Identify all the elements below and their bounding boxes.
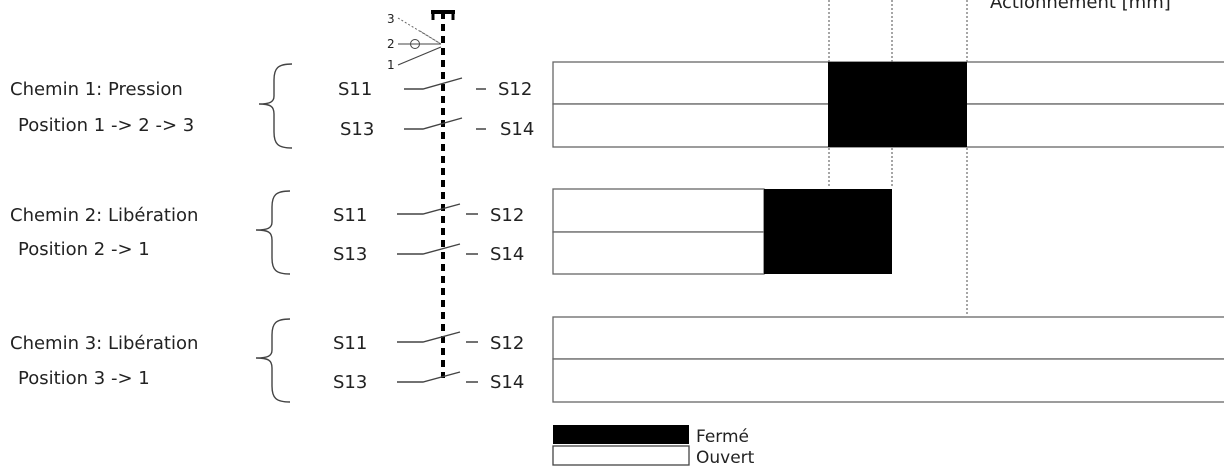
path-2-subtitle: Position 2 -> 1 <box>18 239 150 260</box>
position-1-leader <box>397 46 442 66</box>
position-mark-1: 1 <box>387 58 395 72</box>
path-2-contact-1-switch <box>397 203 478 215</box>
path-3-contact-1-open-bar <box>552 316 1224 360</box>
path-2-contact-1-from: S11 <box>333 205 367 226</box>
path-2-contact-1-to: S12 <box>490 205 524 226</box>
path-3-contact-2-to: S14 <box>490 372 524 393</box>
path-2-contact-1-open-bar <box>552 188 765 233</box>
path-2-closed-block <box>764 189 892 274</box>
path-1-contact-2-switch <box>404 117 486 130</box>
path-1-contact-2-to: S14 <box>500 119 534 140</box>
path-1-brace <box>258 63 293 149</box>
path-3-contact-2-open-bar <box>552 358 1224 403</box>
position-mark-2: 2 <box>387 37 395 51</box>
path-2-brace <box>255 190 291 275</box>
legend-open-swatch <box>552 445 690 466</box>
path-1-closed-block <box>828 62 967 147</box>
path-2-contact-2-open-bar <box>552 231 765 275</box>
path-3-contact-1-from: S11 <box>333 333 367 354</box>
path-2-contact-2-switch <box>397 243 478 255</box>
path-1-group: Chemin 1: Pression Position 1 -> 2 -> 3 … <box>10 61 1224 149</box>
path-3-group: Chemin 3: Libération Position 3 -> 1 S11… <box>10 316 1224 403</box>
path-2-contact-2-from: S13 <box>333 244 367 265</box>
path-1-contact-1-to: S12 <box>498 79 532 100</box>
path-3-subtitle: Position 3 -> 1 <box>18 368 150 389</box>
legend-open-label: Ouvert <box>696 448 755 468</box>
path-1-subtitle: Position 1 -> 2 -> 3 <box>18 115 194 136</box>
path-3-contact-1-to: S12 <box>490 333 524 354</box>
path-2-title: Chemin 2: Libération <box>10 205 198 226</box>
legend-closed-label: Fermé <box>696 427 749 447</box>
path-3-brace <box>255 318 291 403</box>
path-1-title: Chemin 1: Pression <box>10 79 183 100</box>
legend-closed-swatch <box>553 425 689 444</box>
path-1-contact-2-from: S13 <box>340 119 374 140</box>
path-3-contact-1-switch <box>397 331 478 343</box>
path-3-contact-2-switch <box>397 371 478 383</box>
path-1-contact-1-from: S11 <box>338 79 372 100</box>
path-1-contact-1-switch <box>404 77 486 90</box>
axis-label: Actionnement [mm] <box>990 0 1171 13</box>
path-3-contact-2-from: S13 <box>333 372 367 393</box>
path-2-group: Chemin 2: Libération Position 2 -> 1 S11… <box>10 188 892 275</box>
position-mark-3: 3 <box>387 12 395 26</box>
legend: Fermé Ouvert <box>552 425 755 468</box>
position-2-detent-icon <box>410 39 420 49</box>
path-2-contact-2-to: S14 <box>490 244 524 265</box>
path-3-title: Chemin 3: Libération <box>10 333 198 354</box>
position-2-dotted-return <box>419 30 442 45</box>
